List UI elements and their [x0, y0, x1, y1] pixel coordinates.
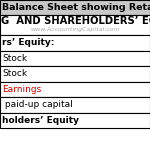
Text: paid-up capital: paid-up capital	[2, 100, 73, 109]
FancyBboxPatch shape	[0, 15, 150, 35]
Text: www.AccountingCapital.com: www.AccountingCapital.com	[30, 27, 120, 33]
FancyBboxPatch shape	[0, 35, 150, 51]
Text: Balance Sheet showing Retained: Balance Sheet showing Retained	[2, 3, 150, 12]
FancyBboxPatch shape	[0, 66, 150, 81]
Text: Stock: Stock	[2, 69, 27, 78]
FancyBboxPatch shape	[0, 81, 150, 97]
FancyBboxPatch shape	[0, 112, 150, 128]
Text: rs’ Equity:: rs’ Equity:	[2, 38, 54, 47]
FancyBboxPatch shape	[0, 97, 150, 112]
FancyBboxPatch shape	[0, 51, 150, 66]
Text: holders’ Equity: holders’ Equity	[2, 116, 79, 125]
FancyBboxPatch shape	[0, 0, 150, 15]
Text: G  AND SHAREHOLDERS’ EQUITY: G AND SHAREHOLDERS’ EQUITY	[1, 16, 150, 26]
Text: Earnings: Earnings	[2, 85, 41, 94]
Text: Stock: Stock	[2, 54, 27, 63]
